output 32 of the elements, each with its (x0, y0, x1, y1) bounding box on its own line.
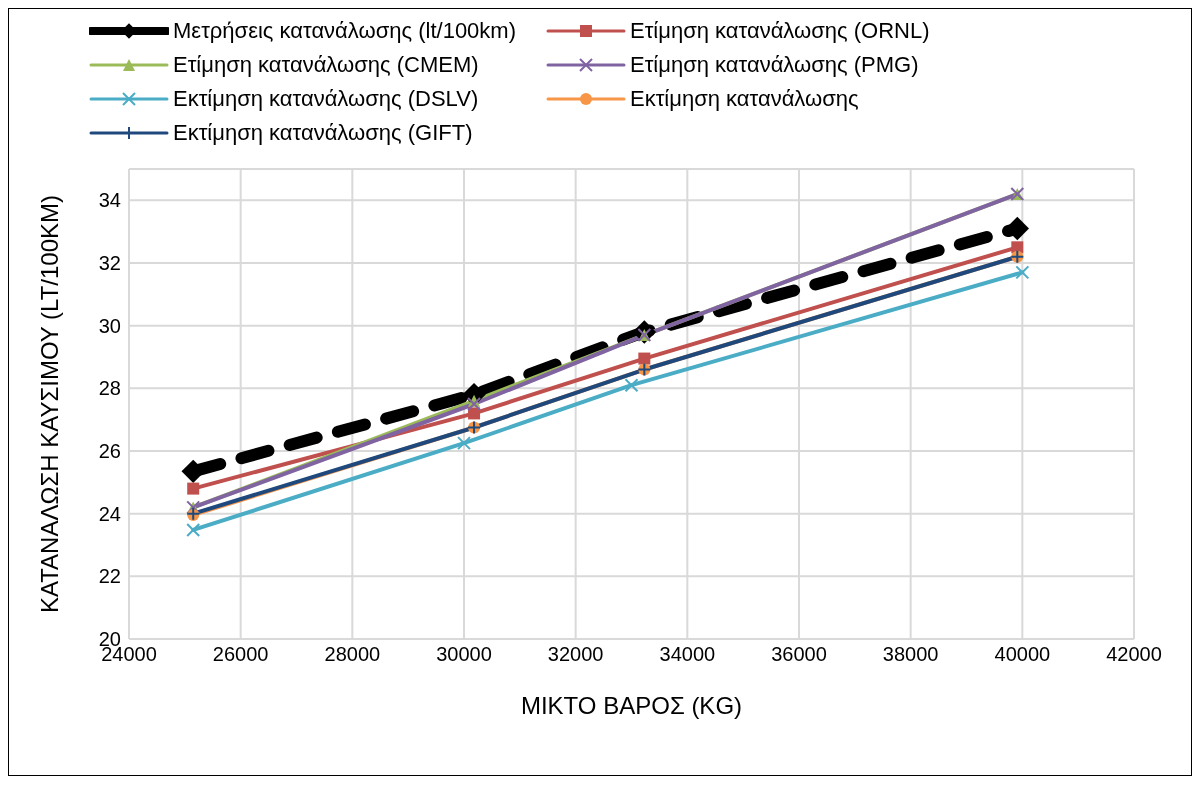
point (186, 522, 201, 537)
x-tick-label: 38000 (882, 643, 939, 666)
x-tick-label: 26000 (212, 643, 269, 666)
y-tick-label: 28 (98, 377, 121, 400)
x-axis-title: ΜΙΚΤΟ ΒΑΡΟΣ (KG) (520, 692, 743, 719)
x-tick-label: 42000 (1106, 643, 1162, 666)
y-tick-label: 34 (98, 189, 121, 212)
legend-label: Ετίμηση κατανάλωσης (CMEM) (173, 52, 479, 78)
y-tick-label: 32 (98, 252, 121, 275)
point (467, 397, 482, 411)
point (638, 352, 651, 365)
y-tick-label: 30 (98, 314, 121, 337)
y-tick-label: 22 (98, 565, 121, 588)
legend-label: Εκτίμηση κατανάλωσης (DSLV) (173, 86, 479, 112)
y-axis-title: ΚΑΤΑΝΑΛΩΣΗ ΚΑΥΣΙΜΟΥ (LT/100KM) (35, 194, 63, 614)
point (187, 482, 200, 495)
x-tick-label: 34000 (659, 643, 716, 666)
x-tick-label: 36000 (771, 643, 827, 666)
legend-label: Εκτίμηση κατανάλωσης (GIFT) (173, 120, 473, 146)
legend-label: Ετίμηση κατανάλωσης (ORNL) (630, 18, 930, 44)
x-tick-label: 30000 (436, 643, 492, 666)
x-tick-label: 28000 (324, 643, 381, 666)
y-tick-label: 24 (98, 502, 121, 525)
point (457, 436, 471, 451)
y-tick-label: 26 (98, 440, 121, 463)
legend-label: Ετίμηση κατανάλωσης (PMG) (630, 52, 919, 78)
x-tick-label: 40000 (994, 643, 1051, 666)
legend-label: Μετρήσεις κατανάλωσης (lt/100km) (173, 18, 516, 44)
point (1015, 265, 1030, 280)
point (624, 378, 639, 393)
legend-label: Εκτίμηση κατανάλωσης (630, 86, 859, 112)
x-tick-label: 32000 (547, 643, 604, 666)
